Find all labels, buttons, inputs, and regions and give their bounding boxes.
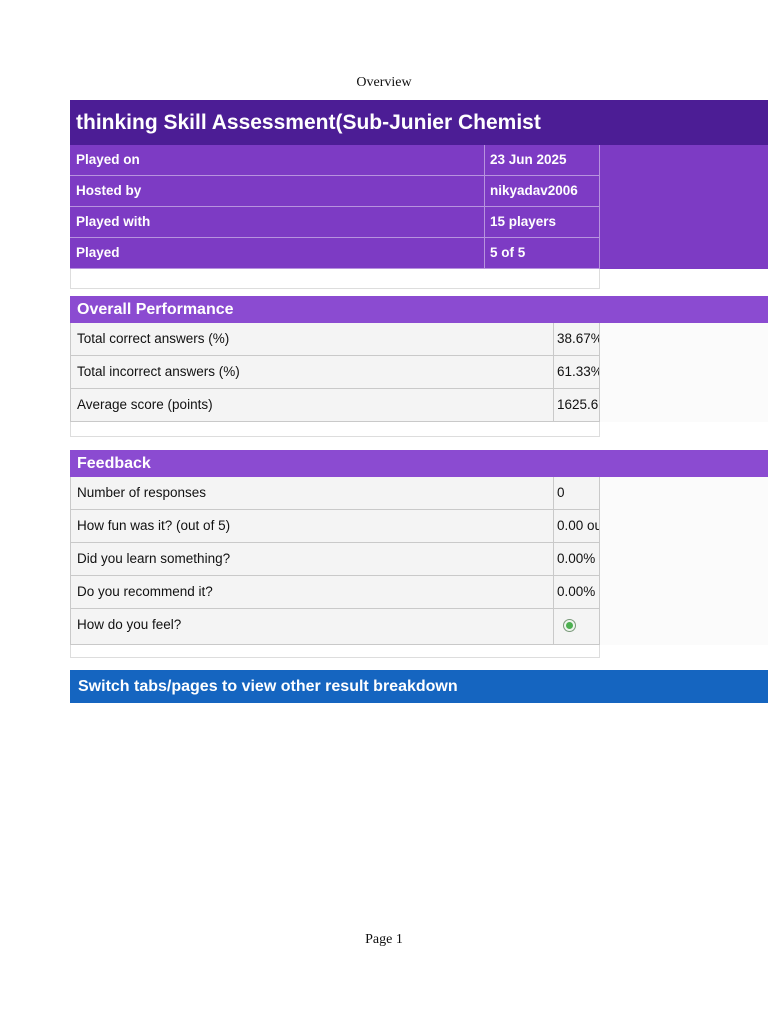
game-info-table: Played on 23 Jun 2025 Hosted by nikyadav… bbox=[70, 145, 768, 269]
info-value: 5 of 5 bbox=[485, 238, 600, 269]
metric-value: 0.00% bbox=[553, 576, 600, 609]
table-row: Total incorrect answers (%) 61.33% bbox=[70, 356, 768, 389]
table-row: How do you feel? bbox=[70, 609, 768, 645]
row-filler bbox=[600, 207, 768, 238]
metric-value: 0 bbox=[553, 477, 600, 510]
metric-value: 0.00% bbox=[553, 543, 600, 576]
row-filler bbox=[600, 543, 768, 576]
overall-performance-header: Overall Performance bbox=[70, 296, 768, 323]
feedback-table: Number of responses 0 How fun was it? (o… bbox=[70, 477, 768, 645]
info-value: 23 Jun 2025 bbox=[485, 145, 600, 176]
page-header-label: Overview bbox=[356, 75, 412, 90]
table-row: Number of responses 0 bbox=[70, 477, 768, 510]
table-row: Do you recommend it? 0.00% bbox=[70, 576, 768, 609]
info-label: Played with bbox=[70, 207, 485, 238]
feel-radio-icon[interactable] bbox=[563, 619, 576, 632]
table-bottom-strip bbox=[70, 645, 600, 658]
table-row: Total correct answers (%) 38.67% bbox=[70, 323, 768, 356]
table-row: Played on 23 Jun 2025 bbox=[70, 145, 768, 176]
table-row: Hosted by nikyadav2006 bbox=[70, 176, 768, 207]
feedback-header: Feedback bbox=[70, 450, 768, 477]
metric-value: 38.67% bbox=[553, 323, 600, 356]
metric-label: Do you recommend it? bbox=[70, 576, 553, 609]
switch-tabs-banner: Switch tabs/pages to view other result b… bbox=[70, 670, 768, 703]
row-filler bbox=[600, 576, 768, 609]
metric-label: Did you learn something? bbox=[70, 543, 553, 576]
row-filler bbox=[600, 238, 768, 269]
report-title-bar: thinking Skill Assessment(Sub-Junier Che… bbox=[70, 100, 768, 145]
page-footer-label: Page 1 bbox=[365, 932, 403, 947]
info-label: Played bbox=[70, 238, 485, 269]
metric-label: Number of responses bbox=[70, 477, 553, 510]
row-filler bbox=[600, 510, 768, 543]
metric-label: How fun was it? (out of 5) bbox=[70, 510, 553, 543]
row-filler bbox=[600, 145, 768, 176]
overall-performance-table: Total correct answers (%) 38.67% Total i… bbox=[70, 323, 768, 422]
metric-label: Average score (points) bbox=[70, 389, 553, 422]
row-filler bbox=[600, 477, 768, 510]
metric-label: How do you feel? bbox=[70, 609, 553, 645]
report-title: thinking Skill Assessment(Sub-Junier Che… bbox=[76, 111, 541, 134]
metric-value: 0.00 ou bbox=[553, 510, 600, 543]
table-bottom-strip bbox=[70, 422, 600, 437]
info-value: nikyadav2006 bbox=[485, 176, 600, 207]
feel-radio-dot bbox=[566, 622, 573, 629]
row-filler bbox=[600, 323, 768, 356]
table-row: Played 5 of 5 bbox=[70, 238, 768, 269]
table-row: Played with 15 players bbox=[70, 207, 768, 238]
row-filler bbox=[600, 356, 768, 389]
table-bottom-strip bbox=[70, 269, 600, 289]
row-filler bbox=[600, 176, 768, 207]
metric-value: 1625.6 bbox=[553, 389, 600, 422]
info-label: Played on bbox=[70, 145, 485, 176]
metric-label: Total correct answers (%) bbox=[70, 323, 553, 356]
table-row: Did you learn something? 0.00% bbox=[70, 543, 768, 576]
metric-label: Total incorrect answers (%) bbox=[70, 356, 553, 389]
info-value: 15 players bbox=[485, 207, 600, 238]
table-row: How fun was it? (out of 5) 0.00 ou bbox=[70, 510, 768, 543]
metric-value bbox=[553, 609, 600, 645]
row-filler bbox=[600, 389, 768, 422]
info-label: Hosted by bbox=[70, 176, 485, 207]
metric-value: 61.33% bbox=[553, 356, 600, 389]
table-row: Average score (points) 1625.6 bbox=[70, 389, 768, 422]
row-filler bbox=[600, 609, 768, 645]
